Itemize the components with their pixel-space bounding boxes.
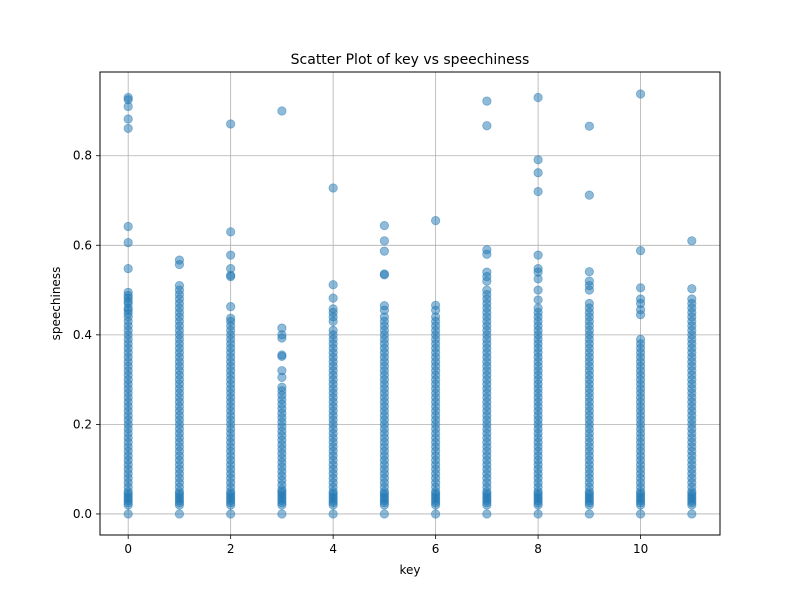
scatter-point: [226, 227, 236, 237]
scatter-point: [635, 500, 646, 510]
scatter-point: [277, 500, 287, 510]
scatter-point: [533, 285, 543, 295]
scatter-point: [533, 250, 543, 260]
scatter-point: [226, 119, 236, 129]
x-tick-label: 4: [329, 542, 337, 556]
scatter-point: [277, 372, 287, 382]
scatter-point: [584, 500, 594, 510]
scatter-point: [687, 509, 697, 519]
scatter-point: [635, 246, 646, 256]
scatter-point: [123, 263, 133, 274]
data-points: [123, 89, 697, 519]
scatter-point: [277, 351, 287, 361]
plot-area: [100, 72, 720, 535]
scatter-point: [533, 509, 543, 519]
scatter-point: [482, 121, 492, 131]
scatter-point: [431, 216, 441, 226]
scatter-point: [123, 500, 133, 510]
y-tick-label: 0.2: [73, 417, 92, 431]
scatter-point: [226, 250, 236, 260]
y-tick-label: 0.8: [73, 149, 92, 163]
scatter-point: [687, 236, 697, 246]
y-axis-label: speechiness: [49, 267, 63, 341]
scatter-point: [687, 284, 697, 294]
scatter-point: [226, 500, 236, 510]
scatter-point: [431, 500, 441, 510]
scatter-point: [379, 509, 389, 519]
scatter-point: [584, 267, 594, 277]
scatter-point: [123, 509, 133, 519]
y-tick-label: 0.6: [73, 238, 92, 252]
scatter-point: [379, 220, 389, 231]
scatter-point: [431, 509, 441, 519]
scatter-point: [123, 123, 133, 134]
x-axis-label: key: [399, 563, 420, 577]
x-tick-label: 2: [227, 542, 235, 556]
scatter-point: [174, 509, 185, 519]
scatter-point: [482, 509, 492, 519]
x-tick-label: 10: [633, 542, 648, 556]
scatter-point: [379, 246, 389, 256]
scatter-point: [482, 96, 492, 106]
scatter-point: [635, 89, 646, 99]
scatter-point: [533, 295, 543, 305]
y-tick-label: 0.0: [73, 507, 92, 521]
x-tick-label: 6: [432, 542, 440, 556]
scatter-point: [533, 155, 543, 165]
scatter-point: [328, 500, 338, 510]
y-tick-label: 0.4: [73, 328, 92, 342]
scatter-point: [482, 249, 492, 259]
scatter-point: [328, 316, 338, 327]
x-tick-label: 0: [124, 542, 132, 556]
x-axis-ticks: 0 2 4 6 8 10: [124, 535, 648, 556]
scatter-point: [277, 509, 287, 519]
scatter-point: [379, 236, 389, 246]
x-tick-label: 8: [534, 542, 542, 556]
scatter-point: [123, 238, 133, 248]
scatter-point: [328, 293, 338, 303]
scatter-point: [584, 121, 594, 131]
y-axis-ticks: 0.0 0.2 0.4 0.6 0.8: [73, 149, 100, 521]
scatter-point: [226, 509, 236, 519]
scatter-point: [174, 500, 185, 510]
scatter-point: [584, 285, 594, 295]
scatter-point: [584, 509, 594, 519]
scatter-point: [328, 280, 338, 290]
scatter-point: [379, 270, 389, 280]
scatter-point: [635, 509, 646, 519]
scatter-point: [379, 500, 389, 510]
scatter-point: [328, 509, 338, 519]
scatter-point: [277, 106, 287, 116]
scatter-point: [533, 92, 543, 103]
scatter-point: [123, 101, 133, 112]
scatter-point: [635, 283, 646, 293]
scatter-point: [174, 259, 185, 270]
scatter-point: [635, 310, 646, 320]
scatter-point: [226, 272, 236, 282]
scatter-point: [584, 190, 594, 200]
scatter-point: [533, 500, 543, 510]
scatter-point: [687, 500, 697, 510]
chart-title: Scatter Plot of key vs speechiness: [291, 52, 530, 68]
scatter-point: [123, 221, 133, 232]
scatter-point: [533, 186, 543, 197]
scatter-point: [277, 333, 287, 343]
scatter-point: [226, 302, 236, 312]
scatter-point: [482, 500, 492, 510]
plot-frame: [99, 71, 721, 536]
scatter-point: [482, 276, 492, 286]
scatter-point: [533, 168, 543, 178]
scatter-point: [328, 183, 338, 193]
scatter-point: [533, 274, 543, 284]
scatter-point: [123, 114, 133, 124]
